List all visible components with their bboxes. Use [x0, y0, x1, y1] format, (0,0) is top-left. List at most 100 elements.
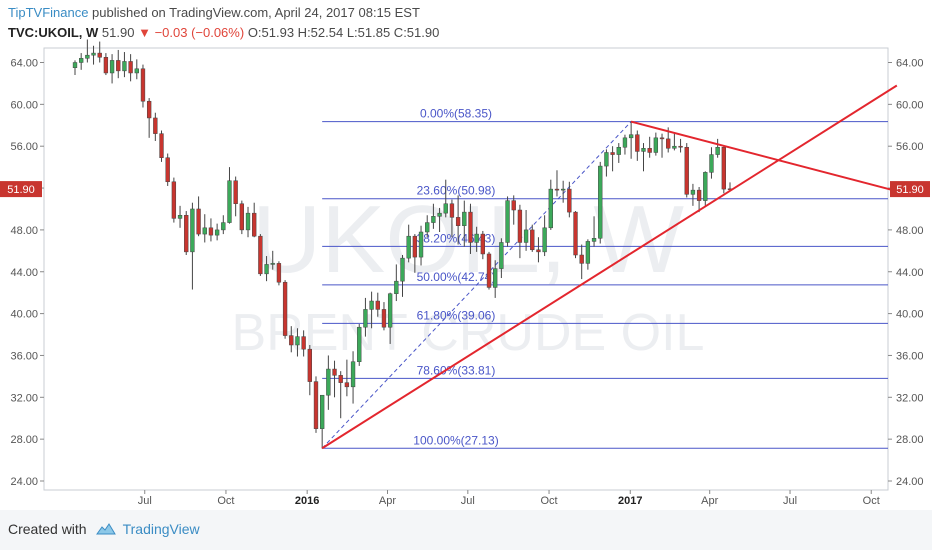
candle-body	[171, 181, 177, 219]
candle-body	[493, 268, 498, 288]
candle-body	[270, 263, 275, 265]
candle-body	[221, 222, 226, 231]
candle-body	[560, 188, 566, 191]
candle-body	[369, 300, 374, 310]
candle-body	[604, 152, 609, 167]
y-tick-label-right: 24.00	[896, 476, 924, 488]
publisher-link[interactable]: TipTVFinance	[8, 5, 89, 20]
last-price: 51.90	[101, 25, 135, 40]
candle-body	[585, 241, 591, 264]
x-tick-label: 2017	[618, 495, 642, 507]
fib-level-label: 61.80%(39.06)	[417, 308, 496, 322]
candle-body	[709, 154, 714, 173]
candle-body	[153, 117, 158, 134]
down-arrow-icon: ▼	[138, 25, 151, 40]
candle-body	[239, 203, 245, 231]
y-tick-label-left: 40.00	[10, 309, 38, 321]
x-tick-label: Jul	[461, 495, 475, 507]
candle-body	[214, 229, 220, 236]
x-tick-label: Apr	[379, 495, 396, 507]
y-tick-label-right: 56.00	[896, 141, 924, 153]
candle-body	[134, 68, 139, 74]
candle-body	[653, 137, 659, 153]
candle-body	[146, 100, 152, 119]
candle-body	[647, 148, 652, 153]
candle-body	[307, 348, 312, 382]
candle-body	[252, 212, 257, 237]
candle-body	[375, 300, 380, 310]
footer-bar	[0, 510, 932, 550]
candle-body	[326, 368, 331, 396]
fib-level-label: 50.00%(42.74)	[417, 270, 496, 284]
candle-body	[517, 209, 523, 243]
candle-body	[443, 203, 448, 214]
chart-header: TipTVFinance published on TradingView.co…	[8, 4, 439, 42]
candle-body	[233, 180, 238, 204]
candle-body	[536, 249, 541, 253]
candle-body	[684, 146, 689, 195]
x-tick-label: Jul	[783, 495, 797, 507]
candle-body	[610, 152, 615, 155]
y-tick-label-left: 64.00	[10, 58, 38, 70]
candle-body	[567, 188, 572, 213]
candle-body	[196, 208, 201, 235]
candle-body	[511, 200, 516, 211]
candle-body	[666, 138, 671, 149]
candle-body	[480, 233, 485, 255]
tradingview-link[interactable]: TradingView	[122, 521, 200, 537]
x-tick-label: Oct	[863, 495, 880, 507]
candle-body	[381, 309, 387, 328]
candle-body	[591, 238, 597, 242]
candle-body	[468, 211, 473, 243]
candle-body	[412, 235, 418, 258]
y-tick-label-right: 28.00	[896, 434, 924, 446]
candle-body	[696, 189, 702, 201]
candle-body	[72, 62, 78, 68]
candle-body	[721, 146, 726, 190]
y-tick-label-left: 48.00	[10, 225, 38, 237]
trendline	[321, 84, 898, 450]
candle-body	[116, 60, 121, 72]
candle-body	[344, 382, 350, 388]
watermark-symbol: UKOIL, W	[252, 186, 684, 293]
candle-body	[554, 188, 560, 191]
candle-body	[598, 165, 603, 239]
candle-body	[103, 57, 109, 74]
candle-body	[542, 227, 547, 253]
y-tick-label-right: 32.00	[896, 392, 924, 404]
y-tick-label-left: 28.00	[10, 434, 38, 446]
candle-body	[672, 145, 677, 149]
candle-body	[690, 189, 696, 195]
candle-body	[177, 215, 183, 219]
candle-body	[715, 146, 720, 155]
candle-body	[289, 335, 294, 346]
y-tick-label-right: 36.00	[896, 350, 924, 362]
candle-body	[486, 253, 492, 288]
trendline	[630, 120, 898, 193]
candle-body	[165, 157, 170, 183]
last-price-label-left: 51.90	[7, 184, 35, 196]
candle-body	[208, 227, 214, 236]
candle-body	[523, 229, 529, 243]
candle-body	[622, 137, 628, 148]
candle-body	[282, 281, 288, 336]
candle-body	[579, 254, 584, 264]
y-tick-label-left: 36.00	[10, 350, 38, 362]
x-tick-label: Oct	[540, 495, 557, 507]
candle-body	[394, 280, 399, 294]
candle-body	[85, 54, 90, 59]
candle-body	[635, 134, 640, 152]
candle-body	[159, 133, 164, 158]
symbol-name[interactable]: TVC:UKOIL, W	[8, 25, 99, 40]
y-tick-label-left: 44.00	[10, 267, 38, 279]
y-tick-label-left: 60.00	[10, 99, 38, 111]
candle-body	[190, 208, 195, 253]
candle-body	[202, 227, 207, 235]
tradingview-logo-icon[interactable]	[95, 522, 117, 536]
candle-body	[332, 368, 337, 376]
last-price-marker-left	[0, 181, 42, 198]
fib-level-label: 78.60%(33.81)	[417, 363, 496, 377]
y-tick-label-right: 40.00	[896, 309, 924, 321]
